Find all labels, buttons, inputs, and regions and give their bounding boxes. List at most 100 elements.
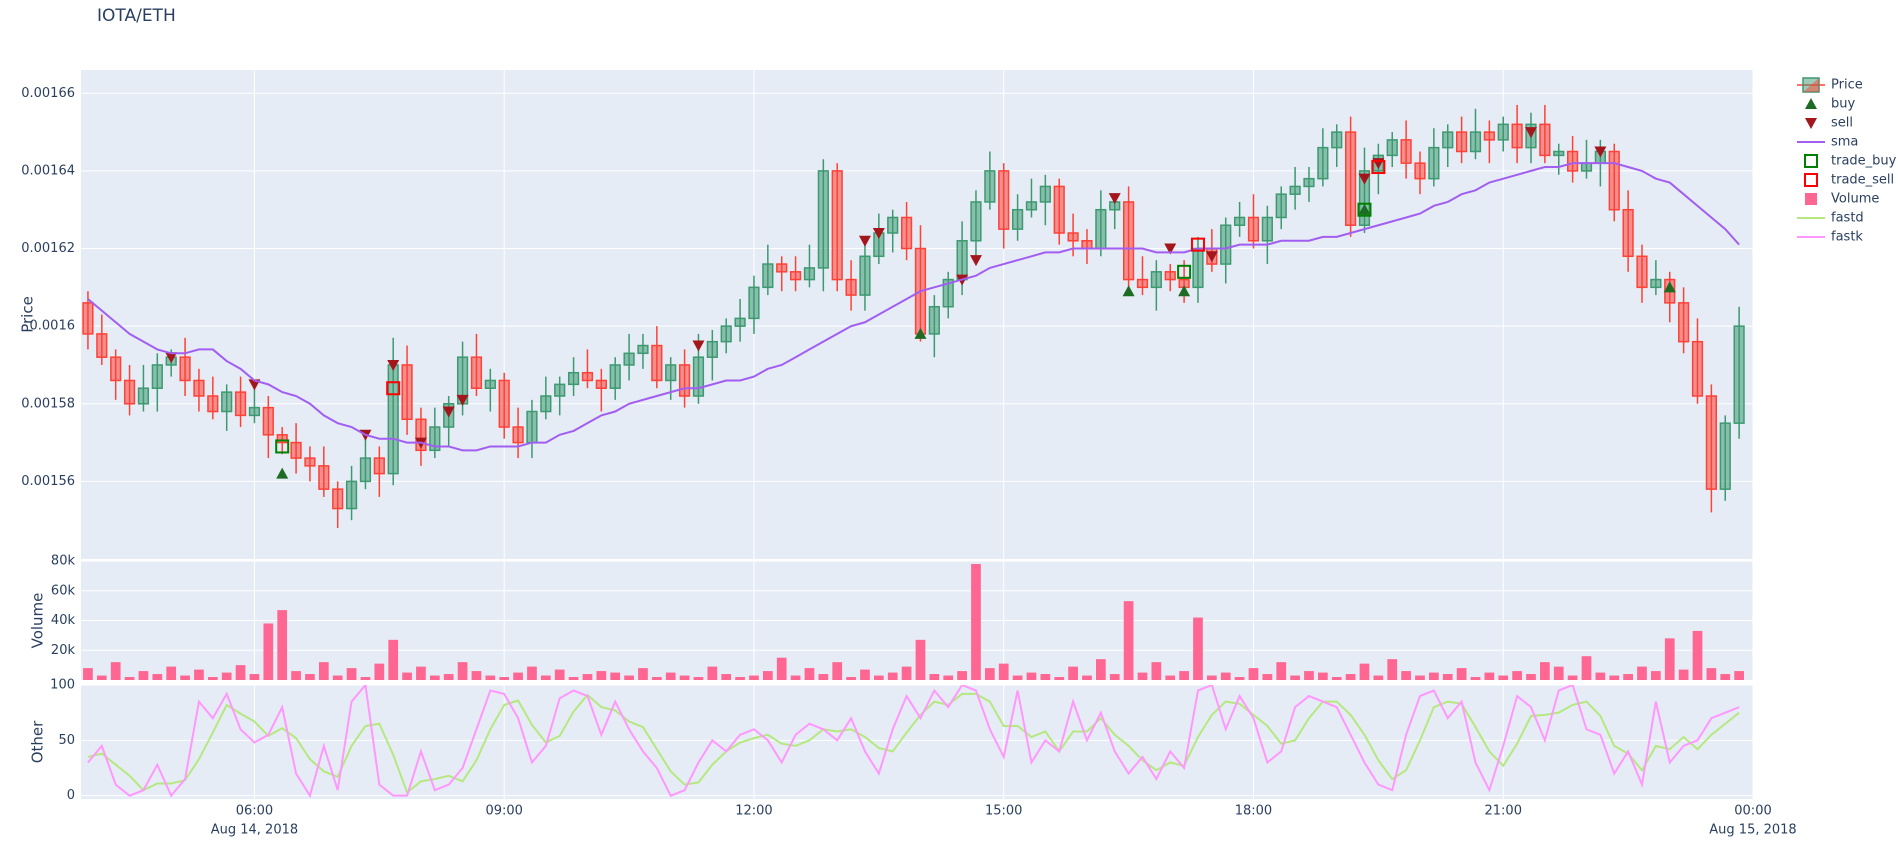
candle-body bbox=[651, 344, 663, 382]
volume-bar bbox=[873, 675, 884, 680]
volume-bar bbox=[1373, 675, 1384, 680]
legend-label[interactable]: buy bbox=[1831, 97, 1855, 112]
legend-label[interactable]: trade_sell bbox=[1831, 173, 1894, 188]
volume-bar bbox=[846, 677, 856, 680]
legend-label[interactable]: fastd bbox=[1831, 211, 1864, 226]
volume-bar bbox=[1068, 666, 1078, 680]
y-tick-label: 0.00166 bbox=[21, 86, 75, 101]
candle-body bbox=[1025, 201, 1038, 211]
candle-body bbox=[318, 465, 330, 490]
volume-bar bbox=[832, 662, 843, 680]
volume-bar bbox=[790, 675, 801, 680]
volume-bar bbox=[1387, 659, 1398, 680]
volume-bar bbox=[194, 669, 204, 680]
legend-item[interactable]: buy bbox=[1805, 97, 1855, 112]
line bbox=[87, 685, 1740, 799]
legend-item[interactable]: fastd bbox=[1797, 211, 1864, 226]
volume-bar bbox=[901, 666, 912, 680]
legend-label[interactable]: Price bbox=[1831, 78, 1863, 93]
sell-marker bbox=[165, 352, 178, 364]
candle-body bbox=[581, 371, 594, 382]
legend-item[interactable]: trade_sell bbox=[1804, 173, 1894, 188]
sell-marker bbox=[969, 255, 982, 267]
candle-body bbox=[859, 255, 871, 296]
y-tick-label: 80k bbox=[51, 554, 76, 569]
candle-body bbox=[1233, 216, 1246, 226]
buy-marker bbox=[276, 467, 289, 479]
legend-label[interactable]: trade_buy bbox=[1831, 154, 1897, 169]
volume-bar bbox=[249, 674, 260, 680]
candle-body bbox=[207, 395, 219, 413]
volume-bar bbox=[735, 677, 745, 680]
volume-bar bbox=[665, 672, 676, 680]
x-tick-sublabel: Aug 15, 2018 bbox=[1709, 823, 1796, 838]
legend-label[interactable]: sell bbox=[1831, 116, 1853, 131]
legend-item[interactable]: sell bbox=[1805, 116, 1853, 131]
legend-item[interactable]: trade_buy bbox=[1804, 154, 1897, 169]
volume-bar bbox=[1692, 630, 1703, 680]
x-tick-label: 09:00 bbox=[485, 804, 522, 819]
candle-body bbox=[734, 317, 746, 327]
volume-bar bbox=[707, 666, 718, 680]
volume-bar bbox=[943, 675, 954, 680]
x-tick-label: 18:00 bbox=[1235, 804, 1272, 819]
candle-body bbox=[1580, 162, 1593, 172]
legend-item[interactable]: fastk bbox=[1797, 230, 1863, 245]
candle-body bbox=[1608, 150, 1620, 211]
series-layer bbox=[83, 563, 1744, 680]
trade-marker bbox=[1371, 160, 1386, 175]
legend-item[interactable]: Price bbox=[1797, 77, 1863, 93]
volume-bar bbox=[1553, 666, 1564, 680]
y-axis-title: Volume bbox=[29, 593, 47, 649]
legend-item[interactable]: sma bbox=[1797, 135, 1858, 150]
candle-body bbox=[1719, 422, 1731, 490]
sell-marker bbox=[1108, 193, 1121, 205]
volume-bar bbox=[1304, 671, 1314, 680]
volume-bar bbox=[1609, 675, 1620, 680]
legend-label[interactable]: fastk bbox=[1831, 230, 1863, 245]
candle-body bbox=[304, 457, 316, 467]
candle-body bbox=[359, 457, 372, 483]
candle-body bbox=[1331, 131, 1343, 149]
candle-body bbox=[776, 263, 788, 273]
volume-bar bbox=[1276, 662, 1287, 680]
y-axis-title: Other bbox=[29, 720, 47, 763]
candle-body bbox=[1400, 139, 1412, 164]
candle-body bbox=[470, 356, 483, 389]
candle-body bbox=[512, 426, 524, 444]
trade-marker bbox=[1177, 264, 1192, 279]
volume-bar bbox=[1040, 674, 1051, 680]
volume-bar bbox=[1429, 672, 1439, 680]
legend-label[interactable]: sma bbox=[1831, 135, 1858, 150]
candle-body bbox=[1136, 278, 1149, 289]
candle-body bbox=[1011, 208, 1024, 230]
legend-label[interactable]: Volume bbox=[1831, 192, 1879, 207]
volume-bar bbox=[1484, 672, 1495, 680]
sell-marker bbox=[442, 406, 455, 418]
volume-bar bbox=[1359, 663, 1370, 680]
candle-body bbox=[637, 344, 649, 355]
y-tick-label: 20k bbox=[51, 643, 76, 658]
volume-bar bbox=[1720, 674, 1731, 680]
volume-bar bbox=[721, 674, 732, 680]
chart-title: IOTA/ETH bbox=[97, 6, 176, 26]
legend-item[interactable]: Volume bbox=[1805, 192, 1879, 207]
y-axis-title: Price bbox=[19, 296, 37, 333]
volume-bar bbox=[929, 674, 940, 680]
volume-bar bbox=[1595, 672, 1606, 680]
trade-marker bbox=[1190, 237, 1205, 252]
volume-bar bbox=[554, 669, 565, 680]
volume-bar bbox=[1109, 674, 1120, 680]
volume-bar bbox=[1179, 671, 1189, 680]
volume-bar bbox=[568, 677, 579, 680]
volume-bar bbox=[499, 677, 510, 680]
volume-bar bbox=[513, 672, 523, 680]
volume-bar bbox=[291, 671, 301, 680]
sell-marker bbox=[692, 340, 705, 352]
y-tick-label: 100 bbox=[50, 678, 75, 693]
candle-body bbox=[803, 267, 816, 281]
sell-marker bbox=[456, 394, 469, 406]
candle-body bbox=[401, 364, 413, 421]
volume-bar bbox=[1526, 674, 1536, 680]
candle-body bbox=[720, 325, 732, 343]
